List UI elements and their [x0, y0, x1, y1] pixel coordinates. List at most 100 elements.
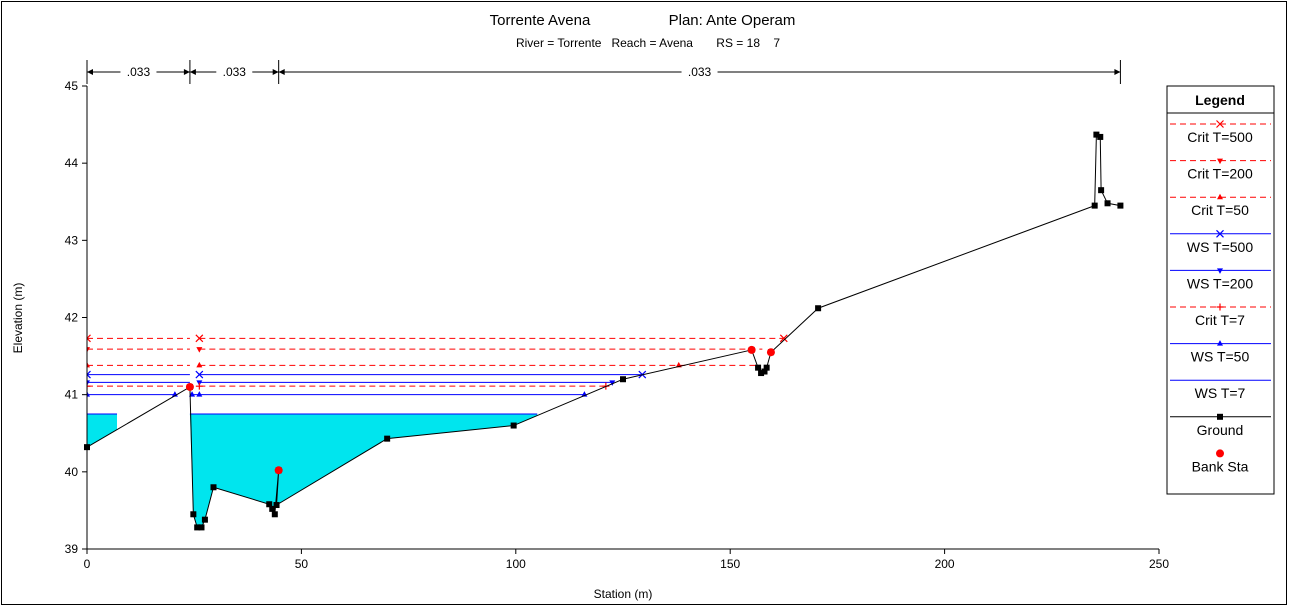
x-tick-label: 150 [720, 557, 740, 571]
x-tick-label: 0 [84, 557, 91, 571]
legend-swatch-marker [1216, 303, 1224, 311]
ws-marker [87, 370, 91, 379]
ground-point [1104, 200, 1111, 207]
ws-marker [609, 380, 616, 386]
ws-marker [87, 361, 90, 368]
ground-point [1093, 131, 1100, 138]
ground-point [201, 516, 208, 523]
legend-item: WS T=7 [1170, 379, 1271, 401]
ground-point [194, 524, 201, 531]
ws-marker [196, 391, 203, 397]
ground-point [761, 368, 768, 375]
legend-label: WS T=200 [1187, 275, 1253, 291]
legend-label: Bank Sta [1192, 458, 1249, 474]
ground-point [758, 370, 765, 377]
n-arrow-right [183, 69, 190, 75]
ground-point [273, 502, 280, 509]
x-tick-label: 250 [1149, 557, 1169, 571]
ground-point [198, 524, 205, 531]
legend-label: Ground [1197, 422, 1244, 438]
ws-marker [779, 334, 788, 343]
ws-marker [87, 391, 90, 397]
ws-marker [87, 380, 90, 386]
mannings-n-label: .033 [127, 65, 151, 79]
legend-swatch-marker [1217, 268, 1223, 274]
ws-marker [195, 370, 204, 379]
ground-point [266, 501, 273, 508]
chart-title: Torrente Avena [490, 12, 591, 29]
legend-label: Crit T=500 [1187, 129, 1253, 145]
legend-item: Crit T=7 [1170, 303, 1271, 328]
ground-point [510, 422, 517, 429]
ground-point [1097, 133, 1104, 140]
legend-swatch-marker [1217, 340, 1223, 346]
ws-marker [87, 347, 90, 353]
water-fill-area [87, 413, 538, 528]
bank-station-point [747, 345, 756, 354]
y-ticks: 39 40 41 42 43 44 45 [65, 79, 87, 556]
ground-point [815, 305, 822, 312]
ground-point [210, 484, 217, 491]
ground-point [269, 505, 276, 512]
ws-marker [195, 382, 203, 390]
n-arrow-left [278, 69, 285, 75]
legend-item: WS T=500 [1170, 229, 1271, 255]
ground-point [755, 364, 762, 371]
legend-items: Crit T=500 Crit T=200 Crit T=50 WS T=500 WS … [1170, 120, 1271, 474]
x-tick-label: 200 [935, 557, 955, 571]
legend-item: Ground [1170, 413, 1271, 438]
n-arrow-right [1114, 69, 1121, 75]
legend-item: Crit T=500 [1170, 120, 1271, 145]
x-tick-label: 100 [506, 557, 526, 571]
water-fill [87, 413, 118, 448]
legend-swatch-marker [1217, 193, 1223, 200]
ws-marker [195, 334, 204, 343]
x-axis-label: Station (m) [594, 587, 653, 601]
x-ticks: 0 50 100 150 200 250 [84, 549, 1169, 571]
legend-box [1166, 85, 1275, 495]
y-tick-label: 41 [65, 388, 79, 402]
legend-item: Bank Sta [1192, 449, 1249, 474]
ground-point [763, 364, 770, 371]
ground-point [1098, 187, 1105, 194]
legend-item: Crit T=200 [1170, 158, 1271, 182]
legend-label: Crit T=7 [1195, 312, 1245, 328]
bank-station-point [274, 466, 283, 475]
mannings-n-label: .033 [223, 65, 247, 79]
legend-item: WS T=50 [1170, 340, 1271, 365]
ws-marker [87, 382, 91, 390]
bank-station-point [766, 348, 775, 357]
legend-label: Crit T=200 [1187, 166, 1253, 182]
mannings-n-label: .033 [688, 65, 712, 79]
legend-item: Crit T=50 [1170, 193, 1271, 218]
y-tick-label: 43 [65, 233, 79, 247]
legend-title: Legend [1195, 92, 1245, 108]
x-tick-label: 50 [295, 557, 309, 571]
ground-line [86, 133, 1121, 528]
y-tick-label: 45 [65, 79, 79, 93]
ground-point [271, 511, 278, 518]
ground-point [190, 511, 197, 518]
ground-point [620, 376, 626, 383]
y-tick-label: 40 [65, 465, 79, 479]
ws-marker [196, 361, 203, 368]
y-axis-label: Elevation (m) [11, 283, 25, 354]
y-tick-label: 44 [65, 156, 79, 170]
water-surface-lines [87, 334, 788, 415]
n-arrow-left [87, 69, 93, 75]
mannings-n-brackets: .033 .033 .033 [86, 60, 1121, 84]
n-arrow-right [272, 69, 279, 75]
ws-marker [87, 334, 91, 343]
y-tick-label: 39 [65, 542, 79, 556]
legend-label: WS T=7 [1195, 385, 1246, 401]
legend-label: WS T=50 [1191, 349, 1250, 365]
y-tick-label: 42 [65, 311, 79, 325]
ground-point [1117, 202, 1124, 209]
n-arrow-left [189, 69, 196, 75]
legend-label: WS T=500 [1187, 239, 1253, 255]
legend-swatch-marker [1216, 229, 1224, 238]
ground-point [1091, 202, 1098, 209]
ground-point [384, 435, 391, 442]
